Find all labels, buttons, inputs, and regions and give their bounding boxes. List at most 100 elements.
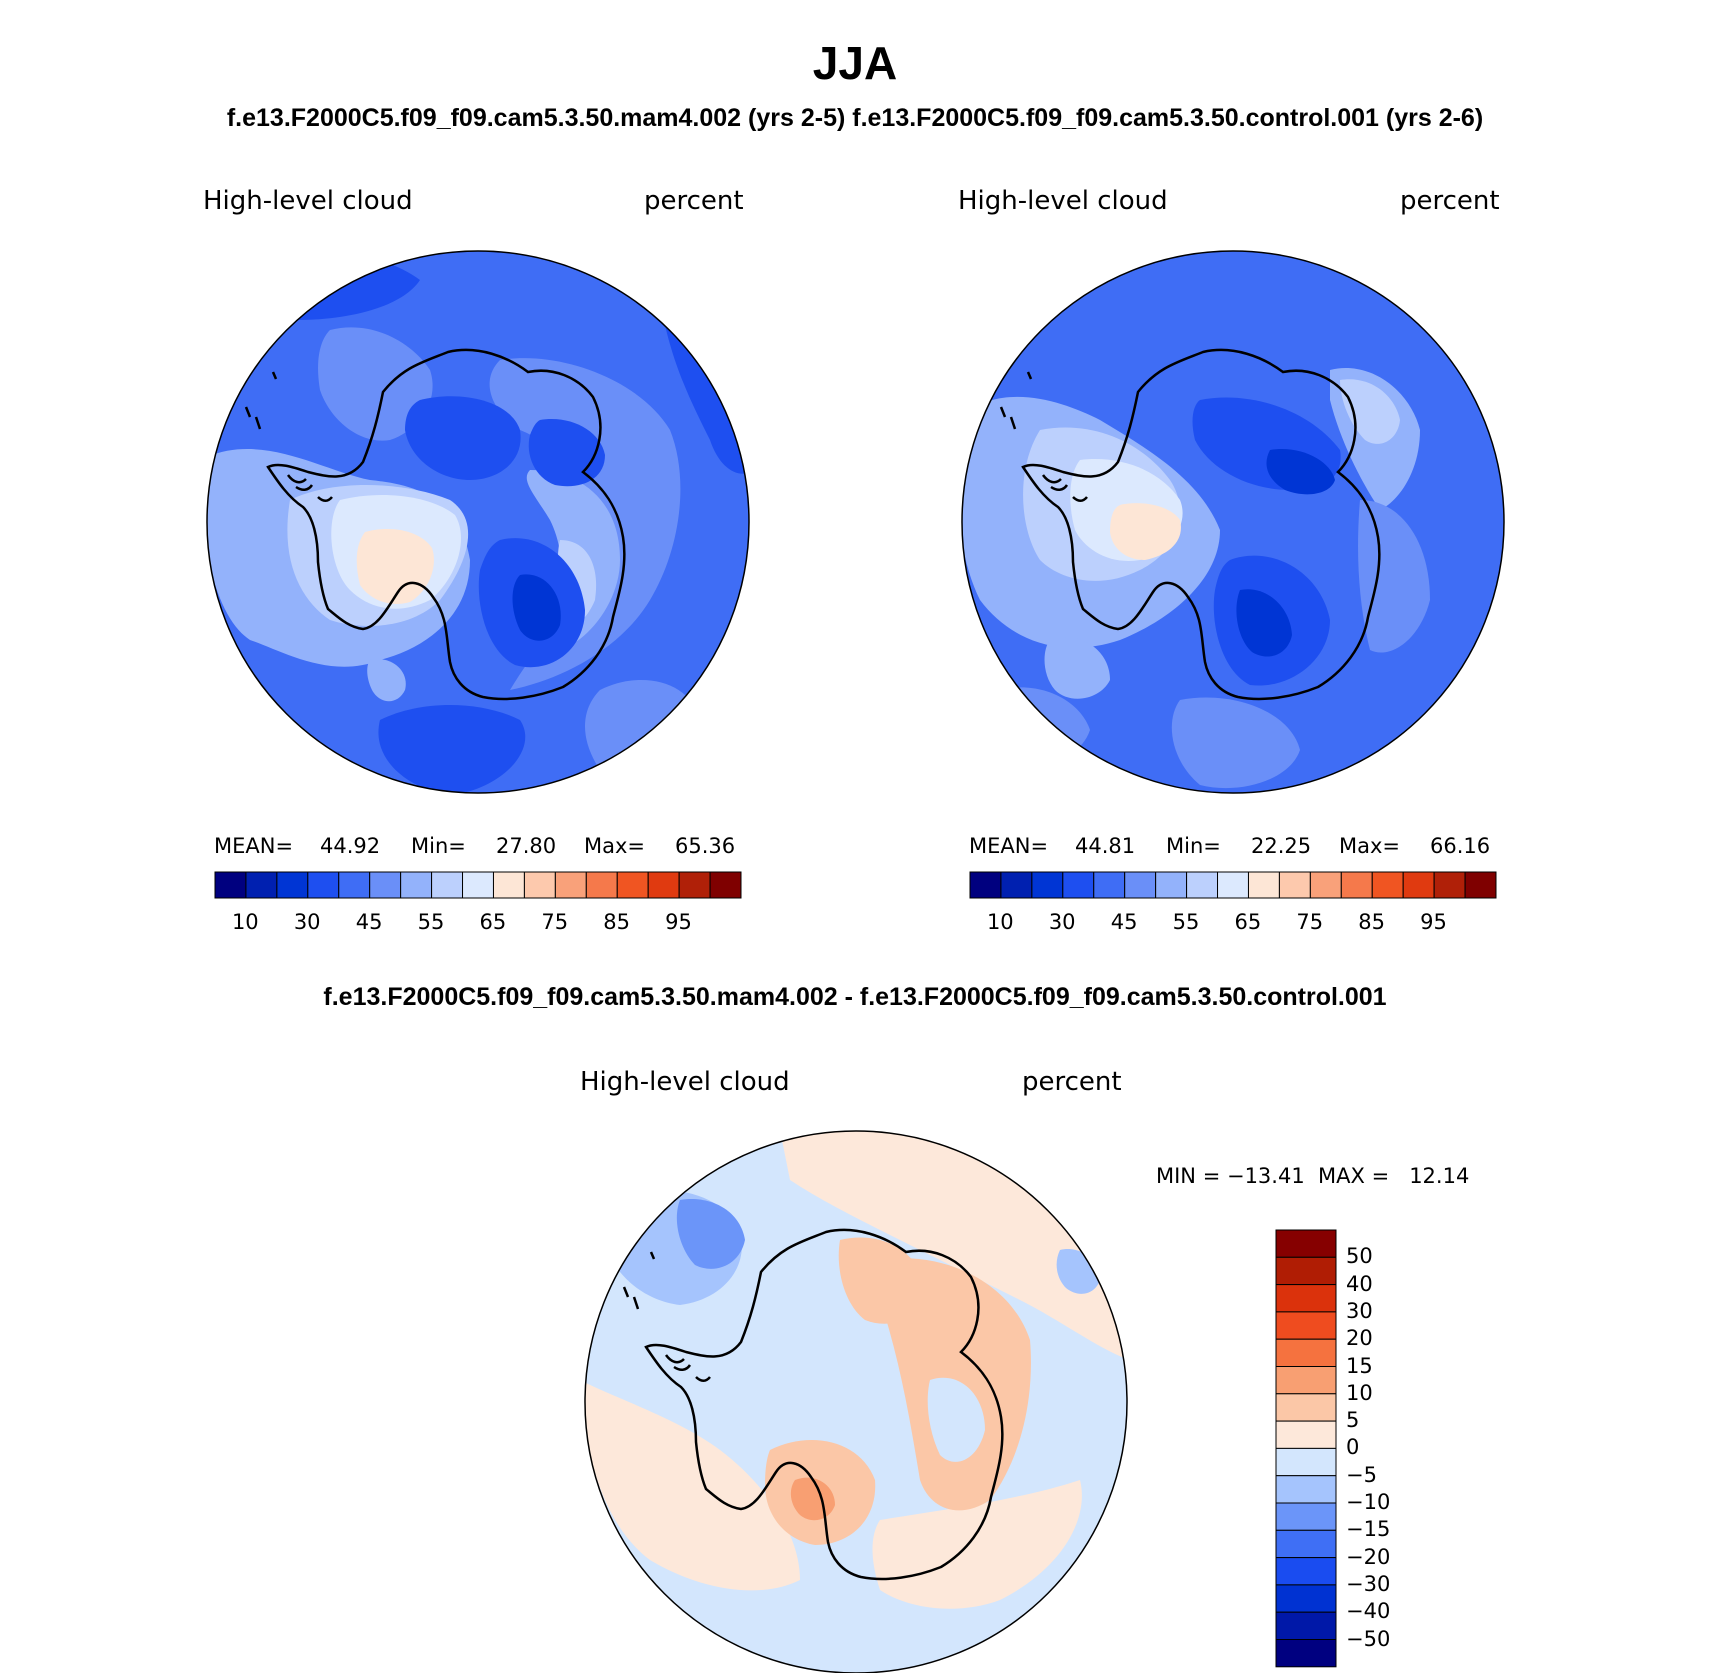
diff-colorbar-swatch-1	[1275, 1256, 1337, 1286]
left-colorbar-swatch-6	[400, 871, 433, 899]
left-map-units-label: percent	[644, 186, 744, 216]
diff-colorbar-swatch-12	[1275, 1557, 1337, 1586]
right-colorbar-tick-label: 55	[1172, 910, 1200, 934]
left-colorbar-swatch-10	[523, 871, 556, 899]
diff-colorbar-tick-label: 50	[1346, 1244, 1373, 1269]
right-mean-label: MEAN=	[969, 834, 1049, 858]
right-min-value: 22.25	[1251, 834, 1312, 858]
diff-map-units-label: percent	[1022, 1067, 1122, 1097]
left-colorbar	[214, 871, 742, 899]
diff-colorbar-tick-label: 40	[1346, 1271, 1373, 1296]
right-mean-value: 44.81	[1075, 834, 1136, 858]
diff-colorbar-tick-label: −30	[1346, 1571, 1391, 1596]
page-title: JJA	[812, 37, 898, 89]
right-colorbar-swatch-12	[1340, 871, 1373, 899]
diff-colorbar-tick-label: 30	[1346, 1298, 1373, 1323]
diff-colorbar-swatch-11	[1275, 1529, 1337, 1559]
diff-colorbar-swatch-2	[1275, 1284, 1337, 1313]
diff-colorbar-swatch-3	[1275, 1311, 1337, 1340]
left-max-value: 65.36	[675, 834, 736, 858]
diff-colorbar-tick-label: −20	[1346, 1544, 1391, 1569]
right-colorbar-swatch-4	[1093, 871, 1126, 899]
right-colorbar-swatch-10	[1278, 871, 1311, 899]
left-mean-value: 44.92	[320, 834, 381, 858]
diff-colorbar-tick-label: 10	[1346, 1380, 1373, 1405]
left-colorbar-swatch-5	[369, 871, 402, 899]
left-colorbar-tick-label: 30	[293, 910, 321, 934]
left-colorbar-swatch-12	[585, 871, 618, 899]
diff-colorbar-tick-label: −10	[1346, 1490, 1391, 1514]
left-map-variable-label: High-level cloud	[203, 186, 413, 216]
diff-colorbar-tick-label: 5	[1346, 1408, 1360, 1433]
right-colorbar-tick-label: 85	[1358, 910, 1385, 934]
diff-colorbar-swatch-15	[1275, 1639, 1337, 1668]
left-colorbar-swatch-11	[554, 871, 587, 899]
diff-colorbar-swatch-14	[1275, 1611, 1337, 1640]
diff-colorbar-swatch-10	[1275, 1502, 1337, 1531]
left-colorbar-swatch-8	[462, 871, 494, 899]
comparison-subtitle: f.e13.F2000C5.f09_f09.cam5.3.50.mam4.002…	[226, 104, 1484, 132]
left-polar-map	[207, 251, 749, 793]
right-colorbar-swatch-7	[1186, 871, 1219, 899]
left-mean-label: MEAN=	[214, 834, 294, 858]
diff-colorbar-tick-label: 20	[1346, 1326, 1373, 1351]
right-max-label: Max=	[1339, 834, 1401, 858]
right-colorbar-swatch-5	[1124, 871, 1157, 899]
left-colorbar-swatch-0	[214, 871, 247, 899]
left-colorbar-tick-label: 85	[603, 910, 630, 934]
right-colorbar-swatch-16	[1464, 871, 1497, 899]
right-colorbar-swatch-3	[1062, 871, 1095, 899]
diff-colorbar-swatch-13	[1275, 1584, 1337, 1613]
right-colorbar-tick-label: 65	[1234, 910, 1262, 934]
right-colorbar-swatch-15	[1433, 871, 1466, 899]
right-max-value: 66.16	[1430, 834, 1491, 858]
diff-colorbar-tick-label: −40	[1346, 1599, 1391, 1624]
left-colorbar-tick-label: 65	[479, 910, 507, 934]
left-colorbar-swatch-15	[678, 871, 711, 899]
right-colorbar	[969, 871, 1497, 899]
right-colorbar-swatch-8	[1217, 871, 1249, 899]
diff-colorbar-tick-label: −5	[1346, 1462, 1377, 1487]
left-colorbar-swatch-1	[245, 871, 278, 899]
left-colorbar-swatch-4	[338, 871, 371, 899]
left-colorbar-tick-label: 55	[417, 910, 445, 934]
diff-colorbar-swatch-5	[1275, 1366, 1337, 1395]
right-colorbar-swatch-9	[1247, 871, 1280, 899]
right-colorbar-tick-label: 10	[986, 910, 1014, 934]
left-colorbar-tick-label: 45	[355, 910, 383, 934]
right-min-label: Min=	[1166, 834, 1221, 858]
left-colorbar-swatch-7	[431, 871, 464, 899]
right-colorbar-swatch-0	[969, 871, 1002, 899]
diff-colorbar-swatch-9	[1275, 1475, 1337, 1504]
difference-colorbar	[1275, 1229, 1337, 1668]
diff-colorbar-tick-label: 15	[1346, 1353, 1373, 1378]
left-colorbar-swatch-13	[616, 871, 649, 899]
left-colorbar-swatch-2	[276, 871, 309, 899]
left-colorbar-tick-label: 75	[541, 910, 569, 934]
diff-colorbar-swatch-8	[1275, 1447, 1337, 1477]
diff-minmax-readout: MIN = −13.41 MAX = 12.14	[1156, 1164, 1470, 1188]
right-colorbar-swatch-1	[1000, 871, 1033, 899]
difference-polar-map	[585, 1131, 1127, 1673]
right-colorbar-tick-label: 95	[1420, 910, 1447, 934]
diff-map-variable-label: High-level cloud	[580, 1067, 790, 1097]
right-polar-map	[962, 251, 1504, 793]
right-colorbar-swatch-11	[1309, 871, 1342, 899]
left-max-label: Max=	[584, 834, 646, 858]
diff-colorbar-tick-label: −15	[1346, 1517, 1391, 1542]
left-colorbar-tick-label: 10	[231, 910, 259, 934]
right-colorbar-tick-label: 45	[1110, 910, 1138, 934]
diff-colorbar-tick-label: −50	[1346, 1626, 1391, 1651]
right-colorbar-swatch-14	[1402, 871, 1435, 899]
diff-colorbar-swatch-7	[1275, 1420, 1337, 1449]
right-colorbar-tick-label: 30	[1048, 910, 1076, 934]
right-colorbar-swatch-13	[1371, 871, 1404, 899]
left-min-value: 27.80	[496, 834, 557, 858]
left-colorbar-swatch-9	[492, 871, 525, 899]
diff-colorbar-swatch-0	[1275, 1229, 1337, 1258]
diff-colorbar-tick-label: 0	[1346, 1435, 1360, 1460]
diff-colorbar-swatch-6	[1275, 1393, 1337, 1422]
right-map-variable-label: High-level cloud	[958, 186, 1168, 216]
left-colorbar-swatch-14	[647, 871, 680, 899]
